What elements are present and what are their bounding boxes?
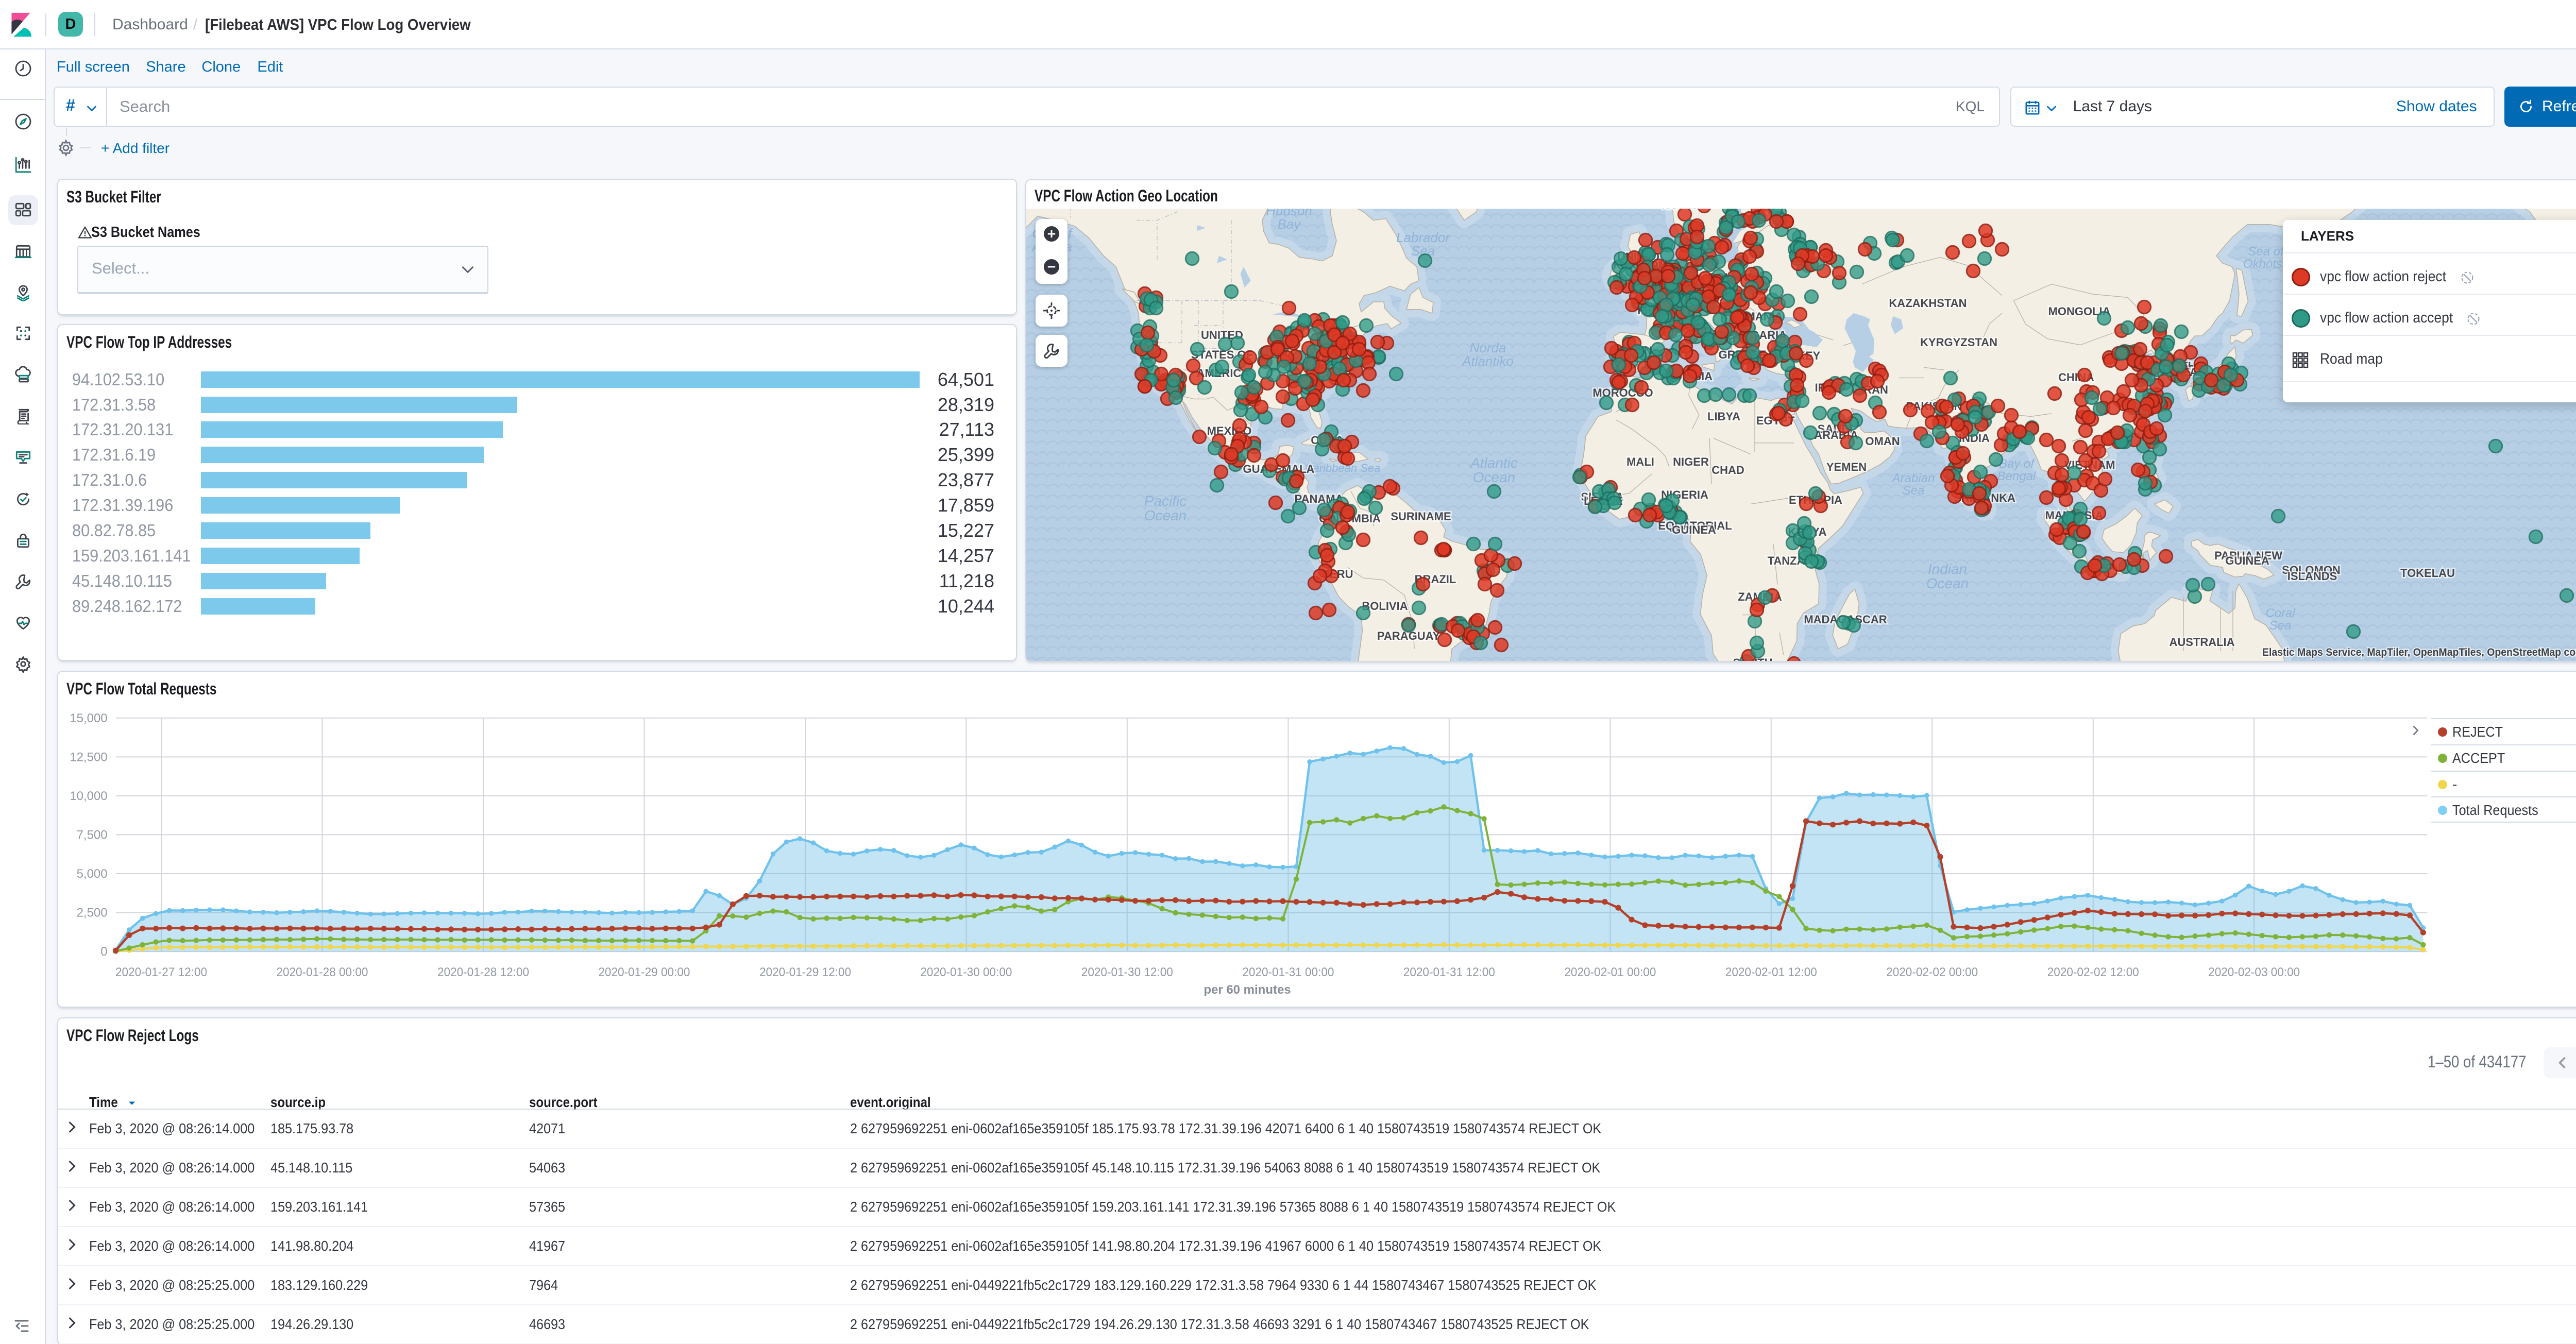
svg-text:MALI: MALI: [1626, 455, 1654, 468]
svg-text:ISLANDS: ISLANDS: [2287, 570, 2337, 583]
svg-text:LIBYA: LIBYA: [1707, 410, 1740, 423]
svg-text:KYRGYZSTAN: KYRGYZSTAN: [1920, 336, 1997, 349]
svg-text:Sea: Sea: [1649, 180, 1671, 182]
svg-text:2020-01-29 00:00: 2020-01-29 00:00: [598, 965, 690, 979]
svg-text:2020-01-28 12:00: 2020-01-28 12:00: [437, 965, 529, 979]
svg-text:Ocean: Ocean: [1144, 507, 1187, 523]
svg-text:2020-01-27 12:00: 2020-01-27 12:00: [115, 965, 207, 979]
svg-text:Elastic Maps Service, MapTiler: Elastic Maps Service, MapTiler, OpenMapT…: [2262, 647, 2576, 658]
svg-text:Bay of: Bay of: [1999, 457, 2035, 471]
svg-text:Okhotsk: Okhotsk: [2243, 257, 2290, 271]
svg-text:10,000: 10,000: [70, 789, 107, 803]
svg-text:2020-02-03 00:00: 2020-02-03 00:00: [2208, 965, 2300, 979]
svg-text:2020-02-01 12:00: 2020-02-01 12:00: [1725, 965, 1817, 979]
svg-text:SOLOMON: SOLOMON: [2282, 564, 2341, 576]
svg-text:15,000: 15,000: [70, 711, 107, 725]
svg-text:2020-01-29 12:00: 2020-01-29 12:00: [759, 965, 851, 979]
svg-text:0: 0: [100, 945, 107, 959]
svg-text:2020-02-02 00:00: 2020-02-02 00:00: [1886, 965, 1978, 979]
svg-text:GUINEA: GUINEA: [2225, 554, 2269, 567]
svg-text:Ocean: Ocean: [1926, 575, 1969, 591]
svg-text:Ocean: Ocean: [1473, 469, 1516, 485]
svg-text:Sea of: Sea of: [2248, 245, 2285, 259]
svg-text:Coral: Coral: [2265, 606, 2295, 620]
svg-text:5,000: 5,000: [77, 867, 108, 881]
svg-text:PAPUA NEW: PAPUA NEW: [2214, 549, 2282, 562]
svg-text:YEMEN: YEMEN: [1826, 461, 1867, 473]
svg-text:Sea: Sea: [2269, 619, 2292, 633]
svg-text:Norda: Norda: [1470, 340, 1506, 355]
svg-text:2020-01-30 00:00: 2020-01-30 00:00: [920, 965, 1012, 979]
svg-text:OMAN: OMAN: [1865, 435, 1900, 448]
svg-text:KAZAKHSTAN: KAZAKHSTAN: [1889, 297, 1967, 310]
svg-text:2020-02-01 00:00: 2020-02-01 00:00: [1564, 965, 1656, 979]
svg-text:TOKELAU: TOKELAU: [2400, 567, 2455, 580]
svg-text:SURINAME: SURINAME: [1391, 510, 1451, 523]
svg-text:Indian: Indian: [1928, 561, 1967, 577]
svg-text:2020-02-02 12:00: 2020-02-02 12:00: [2047, 965, 2139, 979]
svg-text:CHAD: CHAD: [1711, 464, 1744, 477]
svg-text:Atlantic: Atlantic: [1469, 455, 1518, 471]
svg-text:Sea: Sea: [1903, 484, 1925, 498]
svg-text:7,500: 7,500: [77, 828, 108, 842]
svg-text:Atlantiko: Atlantiko: [1461, 353, 1514, 369]
svg-text:Hudson: Hudson: [1266, 203, 1312, 218]
svg-text:Bay: Bay: [1278, 216, 1302, 232]
svg-text:GUINEA: GUINEA: [1672, 523, 1716, 536]
svg-text:2020-01-30 12:00: 2020-01-30 12:00: [1081, 965, 1173, 979]
svg-text:Pacific: Pacific: [1144, 493, 1187, 509]
svg-text:AUSTRALIA: AUSTRALIA: [2169, 636, 2234, 649]
svg-text:Arabian: Arabian: [1891, 471, 1935, 485]
svg-text:Bengal: Bengal: [1997, 469, 2036, 483]
svg-text:2020-01-28 00:00: 2020-01-28 00:00: [276, 965, 368, 979]
svg-text:2020-01-31 00:00: 2020-01-31 00:00: [1242, 965, 1334, 979]
svg-text:2020-01-31 12:00: 2020-01-31 12:00: [1403, 965, 1495, 979]
svg-text:EQUATORIAL: EQUATORIAL: [1658, 519, 1732, 532]
svg-text:12,500: 12,500: [70, 750, 107, 764]
svg-text:Labrador: Labrador: [1396, 230, 1450, 245]
svg-text:2,500: 2,500: [77, 906, 108, 920]
svg-text:per 60 minutes: per 60 minutes: [1204, 983, 1291, 997]
svg-text:NIGER: NIGER: [1673, 455, 1709, 468]
